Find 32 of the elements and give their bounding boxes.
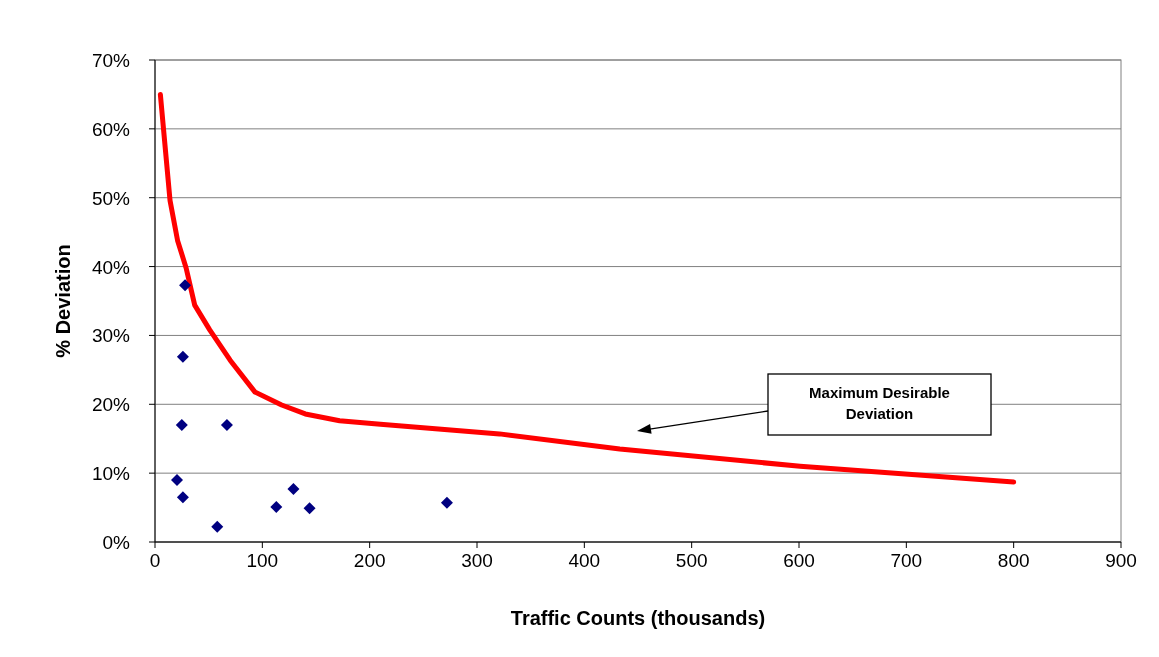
x-tick-label: 100 <box>246 550 279 571</box>
point <box>171 474 183 487</box>
x-tick-label: 300 <box>461 550 493 571</box>
x-tick-label: 400 <box>568 550 601 571</box>
annotation: Maximum Desirable Deviation <box>809 384 950 422</box>
point <box>175 418 188 431</box>
x-tick-label: 500 <box>675 550 708 571</box>
point <box>270 500 283 513</box>
y-tick-label: 40% <box>91 256 131 278</box>
y-tick-label: 20% <box>91 394 131 416</box>
x-tick-label: 200 <box>353 550 386 571</box>
x-axis-title: Traffic Counts (thousands) <box>510 607 766 629</box>
y-tick-label: 60% <box>91 118 131 140</box>
x-tick-label: 0 <box>149 550 161 571</box>
x-tick-label: 700 <box>890 550 923 571</box>
y-axis-title: % Deviation <box>52 244 74 358</box>
point <box>211 520 224 533</box>
point <box>303 502 316 515</box>
point <box>220 418 233 431</box>
point <box>440 496 453 509</box>
point <box>179 279 192 292</box>
y-tick-label: 0% <box>102 532 131 553</box>
x-tick-label: 900 <box>1105 550 1137 571</box>
point <box>176 491 189 504</box>
x-tick-label: 600 <box>783 550 815 571</box>
point <box>176 350 189 363</box>
y-tick-label: 70% <box>91 50 131 71</box>
point <box>287 482 300 495</box>
x-tick-label: 800 <box>997 550 1030 571</box>
y-tick-label: 30% <box>91 325 131 347</box>
y-tick-label: 10% <box>91 463 131 485</box>
y-tick-label: 50% <box>91 187 131 209</box>
